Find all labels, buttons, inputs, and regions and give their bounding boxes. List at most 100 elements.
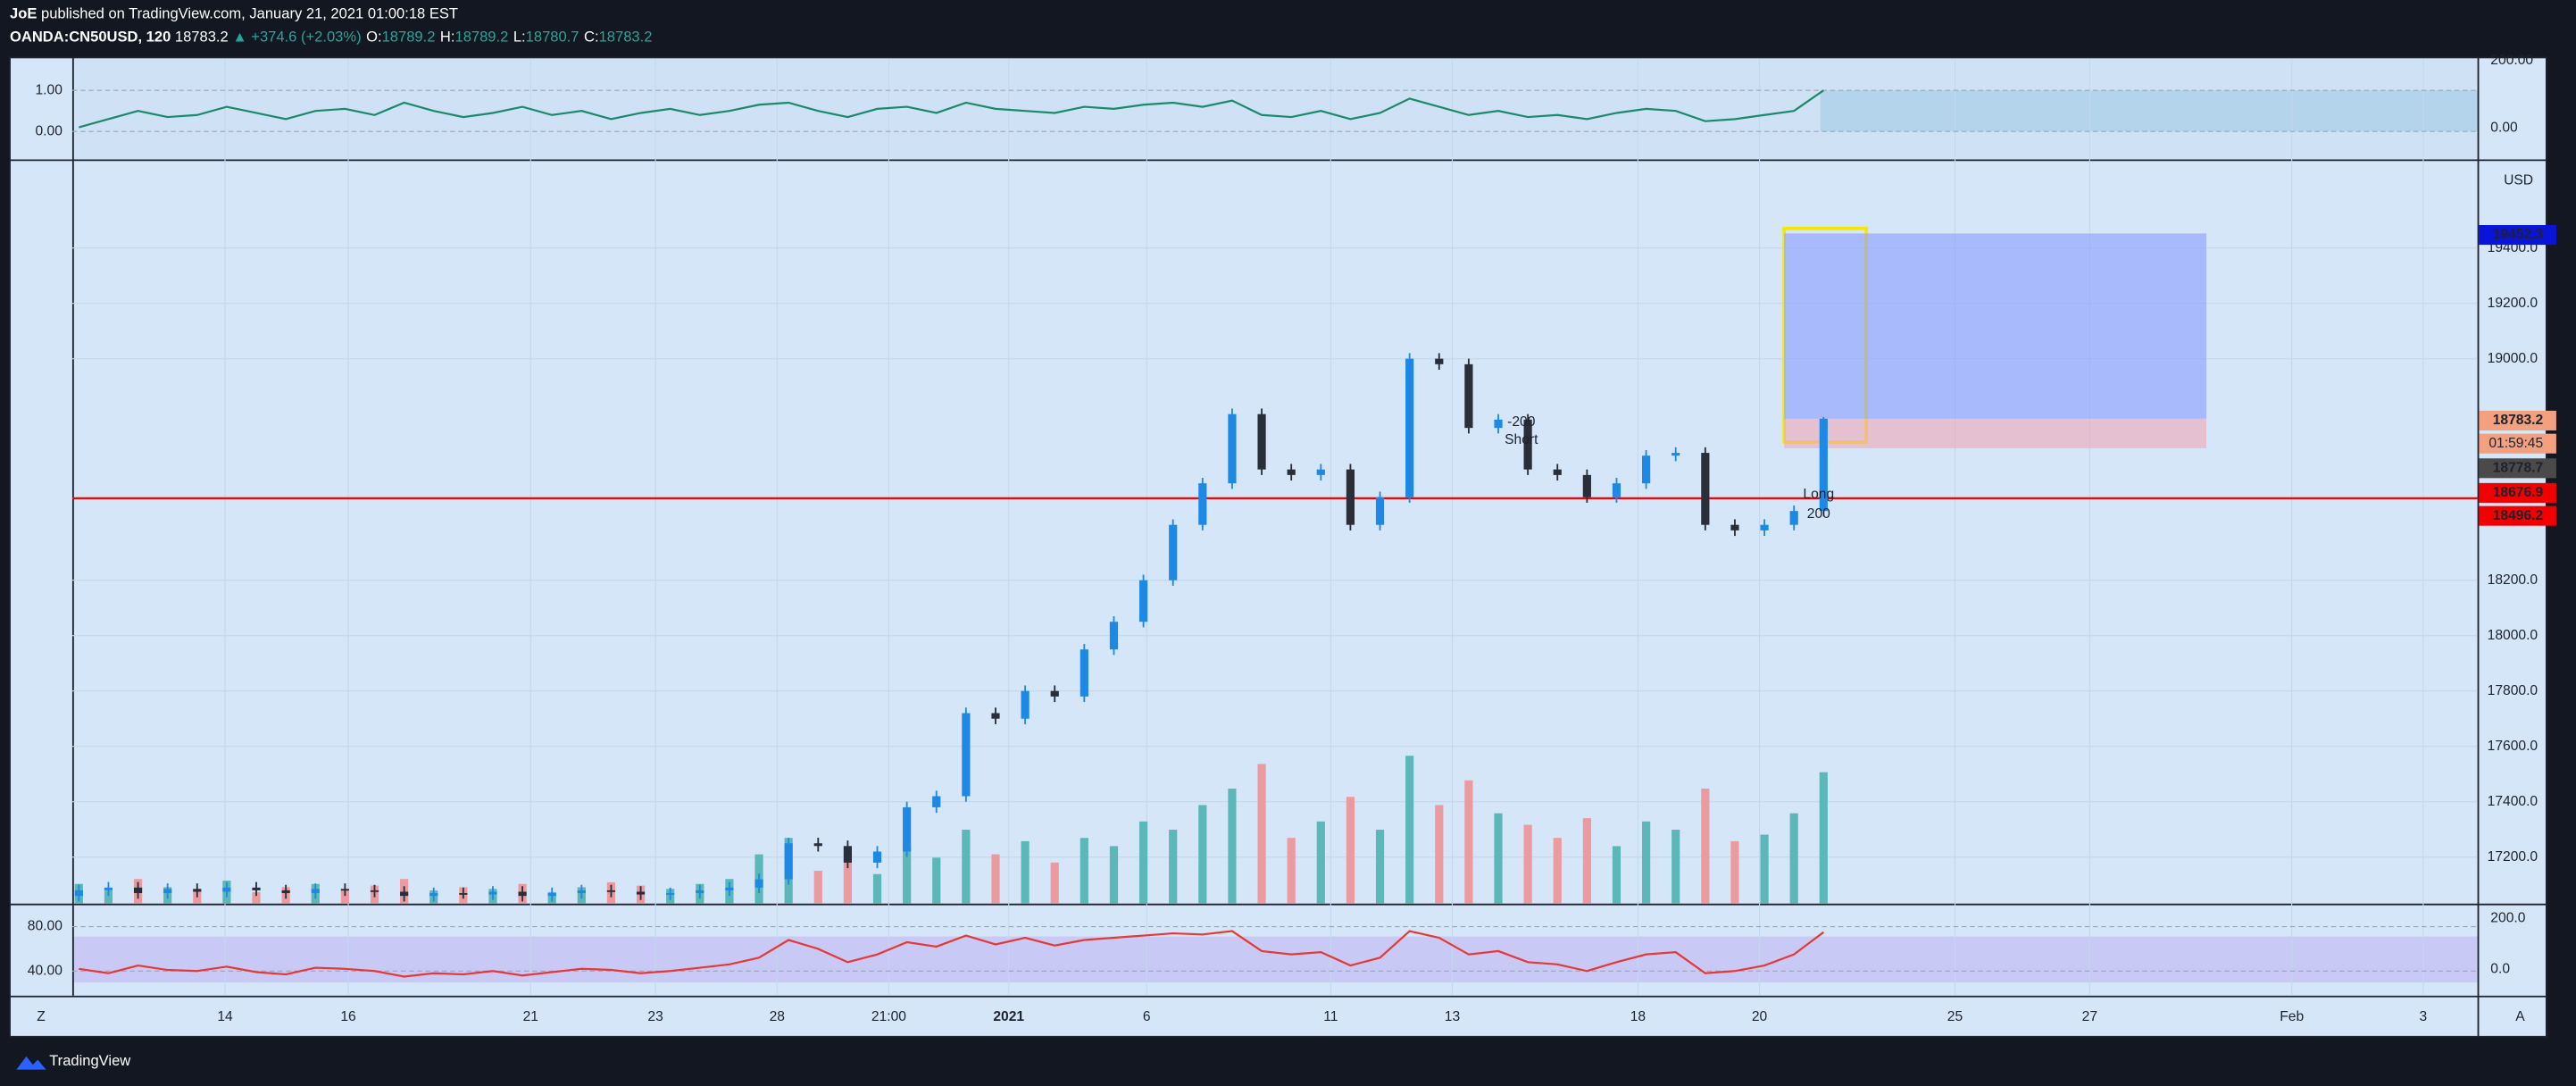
volume-bar: [1523, 824, 1532, 904]
candle-body: [1109, 622, 1119, 650]
volume-bar: [1228, 789, 1237, 904]
candle-body: [1701, 453, 1710, 525]
volume-bar: [1582, 818, 1591, 904]
volume-bar: [104, 890, 113, 904]
x-tick-label: 13: [1445, 1009, 1460, 1024]
volume-bar: [1760, 834, 1769, 904]
symbol-line: OANDA:CN50USD, 120 18783.2 ▲ +374.6 (+2.…: [10, 29, 652, 46]
ohlc-label: C:: [584, 29, 599, 46]
candle-body: [1464, 363, 1473, 429]
ohlc-value: 18789.2: [455, 29, 509, 46]
candle-body: [872, 851, 882, 863]
volume-bar: [1730, 840, 1739, 904]
y-tick-label: 17800.0: [2488, 683, 2538, 698]
candle-body: [1138, 580, 1148, 622]
candle-body: [813, 843, 822, 847]
candle-body: [1612, 483, 1621, 497]
candle-body: [1080, 649, 1088, 697]
x-tick-label: Feb: [2280, 1009, 2304, 1024]
candle-body: [133, 887, 143, 894]
volume-bar: [1109, 846, 1119, 904]
volume-bar: [1198, 805, 1207, 904]
annotation: 200: [1807, 506, 1830, 522]
candle-body: [104, 887, 113, 890]
x-tick-label: 2021: [993, 1009, 1024, 1024]
candle-body: [1671, 453, 1680, 456]
annotation: Long: [1803, 487, 1834, 502]
price-label-bg: [2479, 505, 2556, 526]
axis-button[interactable]: A: [2515, 1009, 2525, 1024]
last-price: 18783.2: [175, 29, 229, 46]
x-tick-label: 21: [523, 1009, 538, 1024]
axis-button[interactable]: Z: [37, 1009, 46, 1024]
volume-bar: [1642, 821, 1651, 904]
volume-bar: [991, 854, 1000, 904]
annotation: -200: [1507, 414, 1536, 430]
x-tick-label: 25: [1947, 1009, 1963, 1024]
published: published on TradingView.com, January 21…: [41, 5, 458, 22]
candle-body: [193, 889, 202, 892]
ohlc-label: O:: [366, 29, 381, 46]
volume-bar: [1169, 830, 1178, 904]
y-tick-label: 17600.0: [2488, 739, 2538, 754]
price-label-bg: [2479, 482, 2556, 503]
volume-bar: [932, 857, 941, 904]
currency-label: USD: [2504, 172, 2533, 188]
candle-body: [1553, 469, 1562, 475]
candle-body: [1642, 455, 1651, 484]
volume-bar: [252, 891, 261, 904]
y-tick-label: 17400.0: [2488, 794, 2538, 809]
volume-bar: [1405, 756, 1414, 904]
volume-bar: [1257, 764, 1266, 904]
candle-body: [252, 887, 261, 890]
candle-body: [725, 887, 734, 890]
candle-body: [1198, 483, 1207, 525]
x-tick-label: 23: [647, 1009, 663, 1024]
candle-body: [784, 843, 793, 880]
countdown: 01:59:45: [2488, 436, 2543, 451]
volume-bar: [1435, 805, 1444, 904]
candle-body: [340, 889, 349, 891]
candle-body: [1494, 419, 1503, 429]
volume-bar: [813, 871, 822, 904]
candle-body: [962, 713, 971, 797]
candle-body: [696, 890, 704, 894]
x-tick-label: 11: [1323, 1009, 1338, 1024]
candle-body: [1050, 690, 1059, 697]
ohlc-value: 18783.2: [599, 29, 653, 46]
x-tick-label: 16: [340, 1009, 355, 1024]
price-label: 18496.2: [2493, 508, 2544, 523]
candle-body: [1405, 358, 1414, 497]
candle-body: [311, 889, 320, 894]
annotation: Short: [1505, 432, 1538, 447]
volume-bar: [340, 889, 349, 904]
y2-tick-label: 200.0: [2490, 911, 2525, 926]
volume-bar: [872, 873, 882, 904]
candle-body: [1760, 524, 1769, 530]
volume-bar: [1494, 813, 1503, 904]
volume-bar: [1612, 846, 1621, 904]
volume-bar: [1021, 840, 1030, 904]
candle-body: [281, 890, 290, 894]
ohlc-label: L:: [513, 29, 526, 46]
candle-body: [1435, 358, 1444, 364]
countdown-bg: [2479, 433, 2556, 454]
candle-body: [636, 891, 646, 895]
volume-bar: [1346, 797, 1355, 904]
x-tick-label: 3: [2420, 1009, 2428, 1024]
x-tick-label: 28: [770, 1009, 786, 1024]
chart-area: [9, 56, 2547, 1038]
candle-body: [932, 796, 941, 807]
candle-body: [843, 846, 853, 863]
y-tick-label: 80.00: [28, 919, 63, 934]
candle-body: [74, 890, 83, 897]
y2-tick-label: 200.00: [2490, 53, 2533, 68]
logo: [16, 1056, 46, 1070]
target-zone: [1784, 233, 2207, 419]
rsi-band: [71, 936, 2478, 983]
volume-bar: [843, 862, 853, 904]
brand: TradingView: [49, 1052, 130, 1069]
volume-bar: [1819, 772, 1828, 904]
y2-tick-label: 0.00: [2490, 121, 2518, 136]
